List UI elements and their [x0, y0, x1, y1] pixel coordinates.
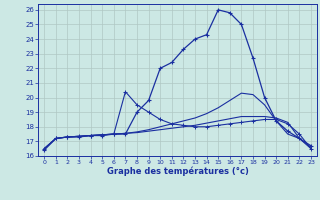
- X-axis label: Graphe des températures (°c): Graphe des températures (°c): [107, 167, 249, 176]
